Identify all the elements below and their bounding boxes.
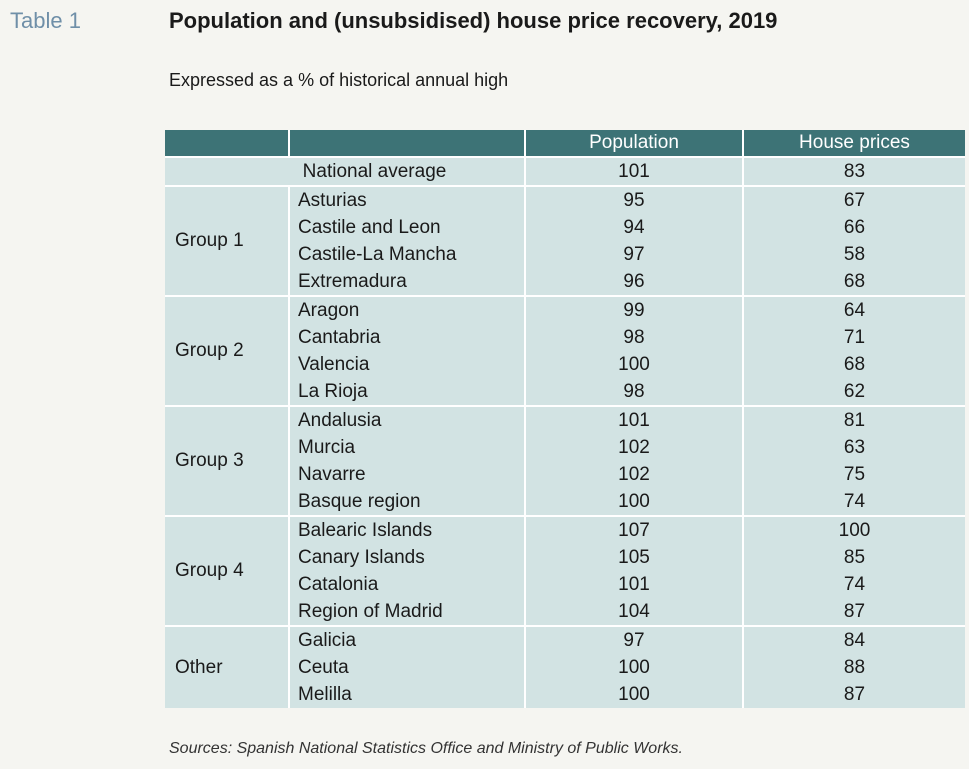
region-cell: Galicia: [288, 625, 526, 654]
table-row: Group 3 Andalusia 101 81: [165, 405, 965, 516]
region-cell: Balearic Islands: [288, 515, 526, 544]
national-average-label: National average: [165, 157, 526, 186]
region-cell: Andalusia: [288, 405, 526, 434]
table-row: Castile and Leon 94 66: [165, 214, 965, 241]
region-cell: Murcia: [289, 434, 526, 461]
table-row: Region of Madrid 104 87: [165, 598, 965, 626]
population-cell: 99: [524, 295, 744, 324]
group-label: Group 3: [165, 405, 290, 516]
house-prices-cell: 63: [742, 434, 965, 461]
house-prices-cell: 85: [742, 544, 965, 571]
table-row: Group 4 Balearic Islands 107 100: [165, 515, 965, 626]
region-cell: Asturias: [288, 185, 526, 214]
table-label: Table 1: [10, 8, 81, 33]
table-row: Group 1 Asturias 95 67: [165, 185, 965, 296]
population-cell: 100: [524, 681, 744, 708]
population-cell: 97: [524, 241, 744, 268]
region-cell: Castile-La Mancha: [289, 241, 526, 268]
house-prices-cell: 87: [742, 681, 965, 708]
table-row: Navarre 102 75: [165, 461, 965, 488]
population-cell: 101: [524, 571, 744, 598]
population-cell: 95: [524, 185, 744, 214]
region-cell: Ceuta: [289, 654, 526, 681]
population-cell: 105: [524, 544, 744, 571]
region-cell: Aragon: [288, 295, 526, 324]
region-cell: Valencia: [289, 351, 526, 378]
table-row: Cantabria 98 71: [165, 324, 965, 351]
header-cell-region: [288, 130, 526, 158]
population-cell: 100: [524, 351, 744, 378]
house-prices-cell: 67: [742, 185, 965, 214]
house-prices-cell: 74: [742, 571, 965, 598]
house-prices-cell: 81: [742, 405, 965, 434]
region-cell: Catalonia: [289, 571, 526, 598]
region-cell: Region of Madrid: [289, 598, 526, 626]
population-cell: 104: [524, 598, 744, 626]
population-cell: 102: [524, 434, 744, 461]
house-prices-cell: 75: [742, 461, 965, 488]
data-table: Population House prices National average…: [165, 130, 965, 708]
national-average-population: 101: [524, 157, 744, 186]
region-cell: Navarre: [289, 461, 526, 488]
table-row: Catalonia 101 74: [165, 571, 965, 598]
table-row: Other Galicia 97 84: [165, 625, 965, 708]
national-average-row: National average 101 83: [165, 157, 965, 186]
table-row: Canary Islands 105 85: [165, 544, 965, 571]
group-label: Group 2: [165, 295, 290, 406]
header-cell-group: [165, 130, 290, 158]
table-row: Ceuta 100 88: [165, 654, 965, 681]
house-prices-cell: 74: [742, 488, 965, 516]
region-cell: Castile and Leon: [289, 214, 526, 241]
table-row: Melilla 100 87: [165, 681, 965, 708]
header-cell-population: Population: [524, 130, 744, 158]
house-prices-cell: 87: [742, 598, 965, 626]
table-row: Murcia 102 63: [165, 434, 965, 461]
table-row: Valencia 100 68: [165, 351, 965, 378]
region-cell: Canary Islands: [289, 544, 526, 571]
header-row: Population House prices: [165, 130, 965, 158]
table-row: Basque region 100 74: [165, 488, 965, 516]
population-cell: 102: [524, 461, 744, 488]
header-cell-house-prices: House prices: [742, 130, 965, 158]
group-label: Group 4: [165, 515, 290, 626]
house-prices-cell: 58: [742, 241, 965, 268]
population-cell: 100: [524, 488, 744, 516]
population-cell: 98: [524, 324, 744, 351]
house-prices-cell: 84: [742, 625, 965, 654]
table-row: La Rioja 98 62: [165, 378, 965, 406]
group-label: Group 1: [165, 185, 290, 296]
population-cell: 94: [524, 214, 744, 241]
population-cell: 107: [524, 515, 744, 544]
house-prices-cell: 66: [742, 214, 965, 241]
house-prices-cell: 64: [742, 295, 965, 324]
population-cell: 97: [524, 625, 744, 654]
table-row: Castile-La Mancha 97 58: [165, 241, 965, 268]
table-row: Extremadura 96 68: [165, 268, 965, 296]
region-cell: Extremadura: [289, 268, 526, 296]
house-prices-cell: 68: [742, 351, 965, 378]
table-subtitle: Expressed as a % of historical annual hi…: [169, 70, 509, 90]
table-title: Population and (unsubsidised) house pric…: [169, 8, 778, 33]
house-prices-cell: 68: [742, 268, 965, 296]
region-cell: La Rioja: [289, 378, 526, 406]
house-prices-cell: 100: [742, 515, 965, 544]
table-row: Group 2 Aragon 99 64: [165, 295, 965, 406]
house-prices-cell: 88: [742, 654, 965, 681]
house-prices-cell: 71: [742, 324, 965, 351]
house-prices-cell: 62: [742, 378, 965, 406]
group-label: Other: [165, 625, 290, 708]
population-cell: 101: [524, 405, 744, 434]
national-average-house-prices: 83: [742, 157, 965, 186]
population-cell: 98: [524, 378, 744, 406]
sources-note: Sources: Spanish National Statistics Off…: [169, 740, 683, 757]
region-cell: Melilla: [289, 681, 526, 708]
region-cell: Basque region: [289, 488, 526, 516]
population-cell: 96: [524, 268, 744, 296]
region-cell: Cantabria: [289, 324, 526, 351]
population-cell: 100: [524, 654, 744, 681]
